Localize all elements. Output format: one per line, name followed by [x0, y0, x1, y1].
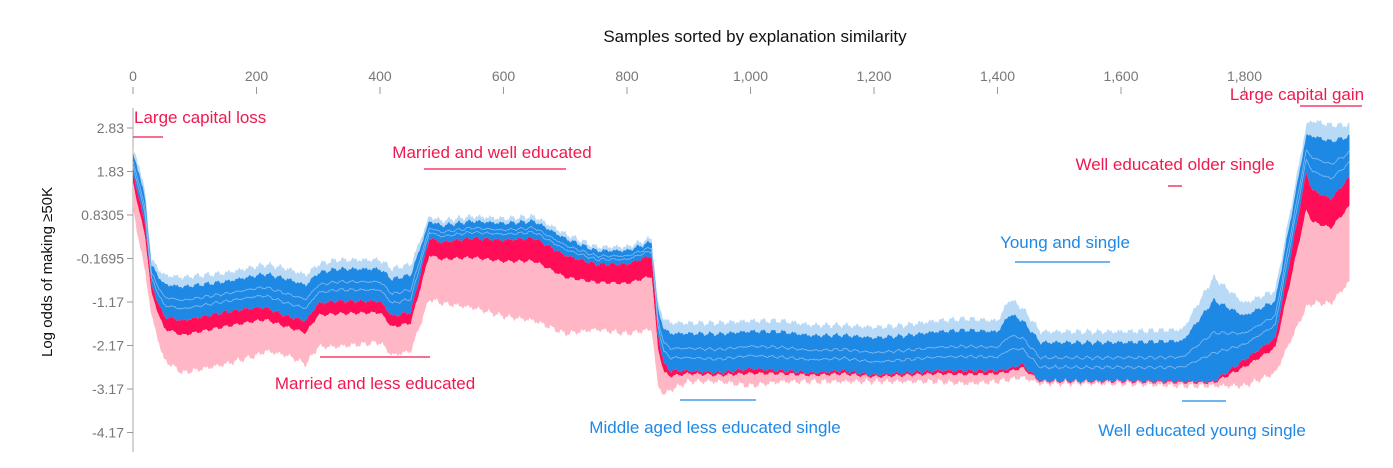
x-tick-label: 400 — [368, 68, 392, 84]
annotation-label: Young and single — [1000, 233, 1130, 252]
y-tick-label: 2.83 — [97, 120, 124, 136]
x-tick-label: 800 — [615, 68, 639, 84]
x-tick-label: 1,800 — [1227, 68, 1262, 84]
y-tick-label: -0.1695 — [77, 250, 125, 266]
annotation-label: Well educated older single — [1075, 155, 1274, 174]
annotation-label: Married and well educated — [392, 143, 591, 162]
y-axis: 2.83 1.83 0.8305 -0.1695 -1.17 -2.17 -3.17 -4.1… — [77, 108, 134, 452]
y-axis-label: Log odds of making ≥50K — [39, 187, 56, 357]
y-tick-label: -2.17 — [92, 338, 124, 354]
annotation-label: Married and less educated — [275, 374, 475, 393]
x-axis: 0 200 400 600 800 1,000 1,200 1,400 1,600 1,800 — [129, 68, 1356, 95]
y-tick-label: -3.17 — [92, 381, 124, 397]
x-tick-label: 1,400 — [980, 68, 1015, 84]
x-tick-label: 1,600 — [1103, 68, 1138, 84]
annotation-label: Large capital gain — [1230, 85, 1364, 104]
x-tick-label: 0 — [129, 68, 137, 84]
annotation-label: Large capital loss — [134, 108, 266, 127]
x-tick-label: 200 — [245, 68, 269, 84]
x-tick-label: 600 — [492, 68, 516, 84]
y-tick-label: 1.83 — [97, 164, 124, 180]
annotations: Large capital loss Married and well educa… — [133, 85, 1364, 440]
plot-area — [132, 119, 1350, 395]
y-tick-label: -4.17 — [92, 425, 124, 441]
x-tick-label: 1,000 — [733, 68, 768, 84]
annotation-label: Middle aged less educated single — [589, 418, 840, 437]
feature-separator-line — [132, 158, 1350, 370]
feature-separator-line — [132, 149, 1350, 361]
y-tick-label: 0.8305 — [81, 207, 124, 223]
annotation-label: Well educated young single — [1098, 421, 1306, 440]
negative-feature-band — [133, 134, 1350, 384]
x-tick-label: 1,200 — [856, 68, 891, 84]
chart-title: Samples sorted by explanation similarity — [603, 27, 907, 46]
y-tick-label: -1.17 — [92, 294, 124, 310]
